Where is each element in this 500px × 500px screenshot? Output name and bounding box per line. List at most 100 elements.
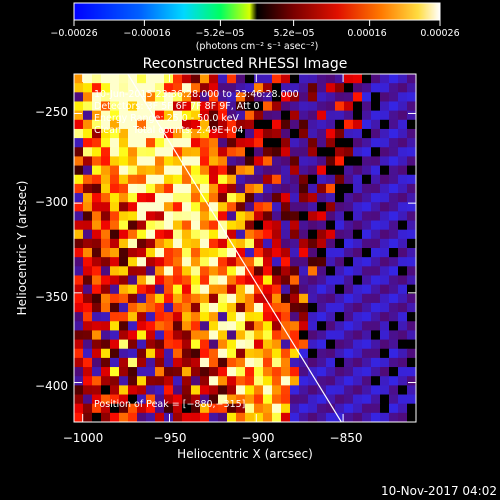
heatmap-cell — [308, 321, 318, 331]
heatmap-cell — [335, 367, 345, 377]
heatmap-cell — [371, 357, 381, 368]
heatmap-cell — [191, 248, 201, 258]
heatmap — [74, 74, 416, 422]
heatmap-cell — [200, 211, 210, 221]
heatmap-cell — [182, 339, 192, 350]
heatmap-cell — [173, 376, 183, 386]
heatmap-cell — [110, 339, 120, 350]
heatmap-cell — [164, 128, 174, 139]
heatmap-cell — [389, 238, 399, 249]
heatmap-cell — [236, 202, 246, 212]
heatmap-cell — [137, 412, 147, 422]
heatmap-cell — [389, 321, 399, 331]
heatmap-cell — [335, 183, 345, 194]
heatmap-cell — [200, 284, 210, 295]
heatmap-cell — [290, 74, 300, 84]
heatmap-cell — [173, 193, 183, 203]
heatmap-cell — [209, 293, 219, 304]
heatmap-cell — [119, 174, 129, 185]
heatmap-cell — [344, 312, 354, 322]
heatmap-cell — [290, 174, 300, 185]
heatmap-cell — [218, 165, 228, 176]
heatmap-cell — [281, 266, 291, 276]
heatmap-cell — [164, 284, 174, 295]
heatmap-cell — [191, 321, 201, 331]
heatmap-cell — [191, 367, 201, 377]
heatmap-cell — [371, 284, 381, 295]
heatmap-cell — [227, 339, 237, 350]
heatmap-cell — [398, 302, 408, 313]
heatmap-cell — [146, 330, 156, 340]
heatmap-cell — [380, 229, 390, 240]
heatmap-cell — [263, 367, 273, 377]
heatmap-cell — [146, 357, 156, 368]
heatmap-cell — [227, 266, 237, 276]
heatmap-cell — [362, 330, 372, 340]
heatmap-cell — [155, 156, 165, 166]
heatmap-cell — [200, 174, 210, 185]
heatmap-cell — [389, 174, 399, 185]
heatmap-cell — [290, 248, 300, 258]
heatmap-cell — [353, 348, 363, 359]
heatmap-cell — [173, 330, 183, 340]
heatmap-cell — [380, 248, 390, 258]
heatmap-cell — [290, 165, 300, 176]
footer-timestamp: 10-Nov-2017 04:02 — [381, 484, 497, 498]
heatmap-cell — [164, 385, 174, 395]
heatmap-cell — [308, 119, 318, 130]
heatmap-cell — [92, 183, 102, 194]
heatmap-cell — [119, 385, 129, 395]
heatmap-cell — [92, 412, 102, 422]
heatmap-cell — [236, 183, 246, 194]
heatmap-cell — [200, 275, 210, 286]
heatmap-cell — [74, 110, 84, 121]
heatmap-cell — [110, 238, 120, 249]
heatmap-cell — [101, 229, 111, 240]
heatmap-cell — [110, 312, 120, 322]
heatmap-cell — [254, 284, 264, 295]
heatmap-cell — [218, 348, 228, 359]
heatmap-cell — [200, 147, 210, 157]
heatmap-cell — [245, 348, 255, 359]
heatmap-cell — [371, 128, 381, 139]
heatmap-cell — [128, 165, 138, 176]
heatmap-cell — [182, 128, 192, 139]
heatmap-cell — [326, 302, 336, 313]
heatmap-cell — [191, 165, 201, 176]
heatmap-cell — [119, 119, 129, 130]
heatmap-cell — [227, 183, 237, 194]
heatmap-cell — [353, 119, 363, 130]
heatmap-cell — [308, 83, 318, 93]
heatmap-cell — [362, 165, 372, 176]
heatmap-cell — [326, 312, 336, 322]
heatmap-cell — [227, 211, 237, 221]
heatmap-cell — [200, 229, 210, 240]
heatmap-cell — [164, 147, 174, 157]
heatmap-cell — [353, 229, 363, 240]
heatmap-cell — [83, 412, 93, 422]
heatmap-cell — [191, 293, 201, 304]
heatmap-cell — [119, 238, 129, 249]
heatmap-cell — [209, 376, 219, 386]
heatmap-cell — [155, 183, 165, 194]
heatmap-cell — [173, 74, 183, 84]
heatmap-cell — [218, 128, 228, 139]
heatmap-cell — [74, 183, 84, 194]
heatmap-cell — [155, 211, 165, 221]
heatmap-cell — [101, 257, 111, 267]
heatmap-cell — [335, 293, 345, 304]
heatmap-cell — [344, 183, 354, 194]
heatmap-cell — [182, 394, 192, 405]
y-tick-label-2: −350 — [35, 290, 68, 304]
heatmap-cell — [263, 321, 273, 331]
heatmap-cell — [128, 119, 138, 130]
heatmap-cell — [83, 257, 93, 267]
heatmap-cell — [371, 101, 381, 112]
heatmap-cell — [254, 202, 264, 212]
heatmap-cell — [128, 138, 138, 148]
heatmap-cell — [389, 138, 399, 148]
heatmap-cell — [407, 238, 416, 249]
heatmap-cell — [245, 119, 255, 130]
heatmap-cell — [407, 403, 416, 414]
heatmap-cell — [389, 266, 399, 276]
